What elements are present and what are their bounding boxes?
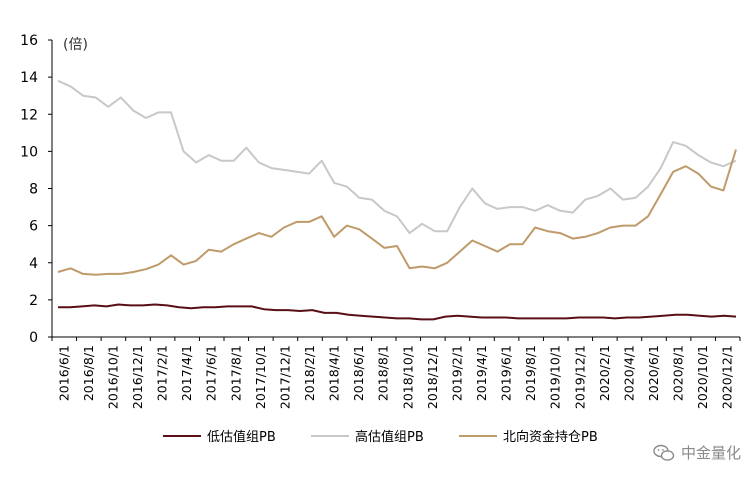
x-tick-label: 2017/2/1 xyxy=(155,345,170,401)
x-tick-label: 2018/6/1 xyxy=(351,345,366,401)
x-tick-label: 2019/8/1 xyxy=(523,345,538,401)
x-tick-label: 2020/12/1 xyxy=(720,345,735,409)
x-tick-label: 2020/6/1 xyxy=(646,345,661,401)
y-unit-label: (倍) xyxy=(63,37,88,53)
x-tick-label: 2017/12/1 xyxy=(277,345,292,409)
y-tick-label: 0 xyxy=(29,330,38,346)
y-tick-label: 6 xyxy=(29,219,38,235)
wechat-icon xyxy=(653,444,675,461)
y-tick-label: 2 xyxy=(29,293,38,309)
y-tick-label: 8 xyxy=(29,182,38,198)
series-line-2 xyxy=(57,149,737,276)
watermark-text: 中金量化 xyxy=(680,444,741,462)
x-tick-label: 2019/4/1 xyxy=(474,345,489,401)
y-tick-label: 12 xyxy=(20,107,38,123)
x-tick-label: 2019/6/1 xyxy=(499,345,514,401)
y-tick-label: 14 xyxy=(20,70,38,86)
series-line-1 xyxy=(57,79,737,235)
x-tick-label: 2016/10/1 xyxy=(105,345,120,409)
x-tick-label: 2020/8/1 xyxy=(671,345,686,401)
x-tick-label: 2020/10/1 xyxy=(695,345,710,409)
x-tick-label: 2020/2/1 xyxy=(597,345,612,401)
x-tick-label: 2017/4/1 xyxy=(179,345,194,401)
y-axis: 0 2 4 6 8 10 12 14 16 xyxy=(20,33,53,346)
x-tick-label: 2016/8/1 xyxy=(81,345,96,401)
x-tick-label: 2019/10/1 xyxy=(548,345,563,409)
x-tick-label: 2018/4/1 xyxy=(327,345,342,401)
x-tick-label: 2018/10/1 xyxy=(400,345,415,409)
x-tick-label: 2019/12/1 xyxy=(572,345,587,409)
x-tick-label: 2018/8/1 xyxy=(376,345,391,401)
watermark: 中金量化 xyxy=(653,442,741,463)
x-tick-label: 2018/2/1 xyxy=(302,345,317,401)
y-tick-label: 16 xyxy=(20,33,38,49)
series-layer xyxy=(57,79,737,321)
y-tick-label: 10 xyxy=(20,144,38,160)
x-tick-label: 2016/12/1 xyxy=(130,345,145,409)
legend-label-0: 低估值组PB xyxy=(207,429,276,445)
x-tick-label: 2017/6/1 xyxy=(204,345,219,401)
legend-label-2: 北向资金持仓PB xyxy=(503,429,598,445)
legend: 低估值组PB 高估值组PB 北向资金持仓PB xyxy=(163,429,598,445)
x-tick-label: 2016/6/1 xyxy=(56,345,71,401)
y-tick-label: 4 xyxy=(29,256,38,272)
series-line-0 xyxy=(58,303,737,321)
x-tick-label: 2018/12/1 xyxy=(425,345,440,409)
legend-label-1: 高估值组PB xyxy=(355,429,424,445)
x-axis: 2016/6/1 2016/8/1 2016/10/1 2016/12/1 2017/2… xyxy=(51,336,741,409)
x-tick-label: 2017/10/1 xyxy=(253,345,268,409)
x-tick-label: 2019/2/1 xyxy=(449,345,464,401)
x-tick-label: 2020/4/1 xyxy=(621,345,636,401)
x-tick-label: 2017/8/1 xyxy=(228,345,243,401)
